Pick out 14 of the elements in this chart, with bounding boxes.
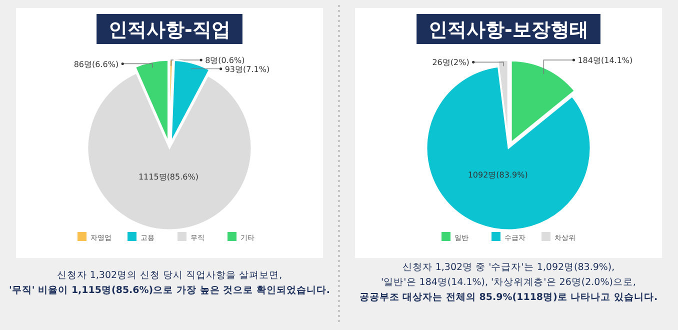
- text: '일반'은 184명(14.1%), '차상위계층'은 26명(2.0%)으로,: [381, 277, 636, 288]
- data-label: 1092명(83.9%): [468, 170, 528, 180]
- data-label: 86명(6.6%): [74, 60, 119, 69]
- text: 신청자 1,302명 중 '수급자'는 1,092명(83.9%),: [402, 262, 615, 273]
- data-label: 184명(14.1%): [578, 56, 633, 65]
- text: '무직' 비율이 1,115명(85.6%)으로 가장 높은 것으로 확인되었습니다.: [9, 285, 330, 296]
- chart-title: 인적사항-직업: [108, 19, 230, 41]
- data-label: 8명(0.6%): [205, 56, 245, 65]
- data-label: 26명(2%): [432, 58, 470, 68]
- text: 공공부조 대상자는 전체의 85.9%(1118명)로 나타나고 있습니다.: [359, 292, 658, 303]
- text: 신청자 1,302명의 신청 당시 직업사항을 살펴보면,: [56, 270, 282, 281]
- chart-title: 인적사항-보장형태: [428, 19, 588, 41]
- data-label: 93명(7.1%): [224, 64, 270, 74]
- data-label: 1115명(85.6%): [138, 172, 198, 182]
